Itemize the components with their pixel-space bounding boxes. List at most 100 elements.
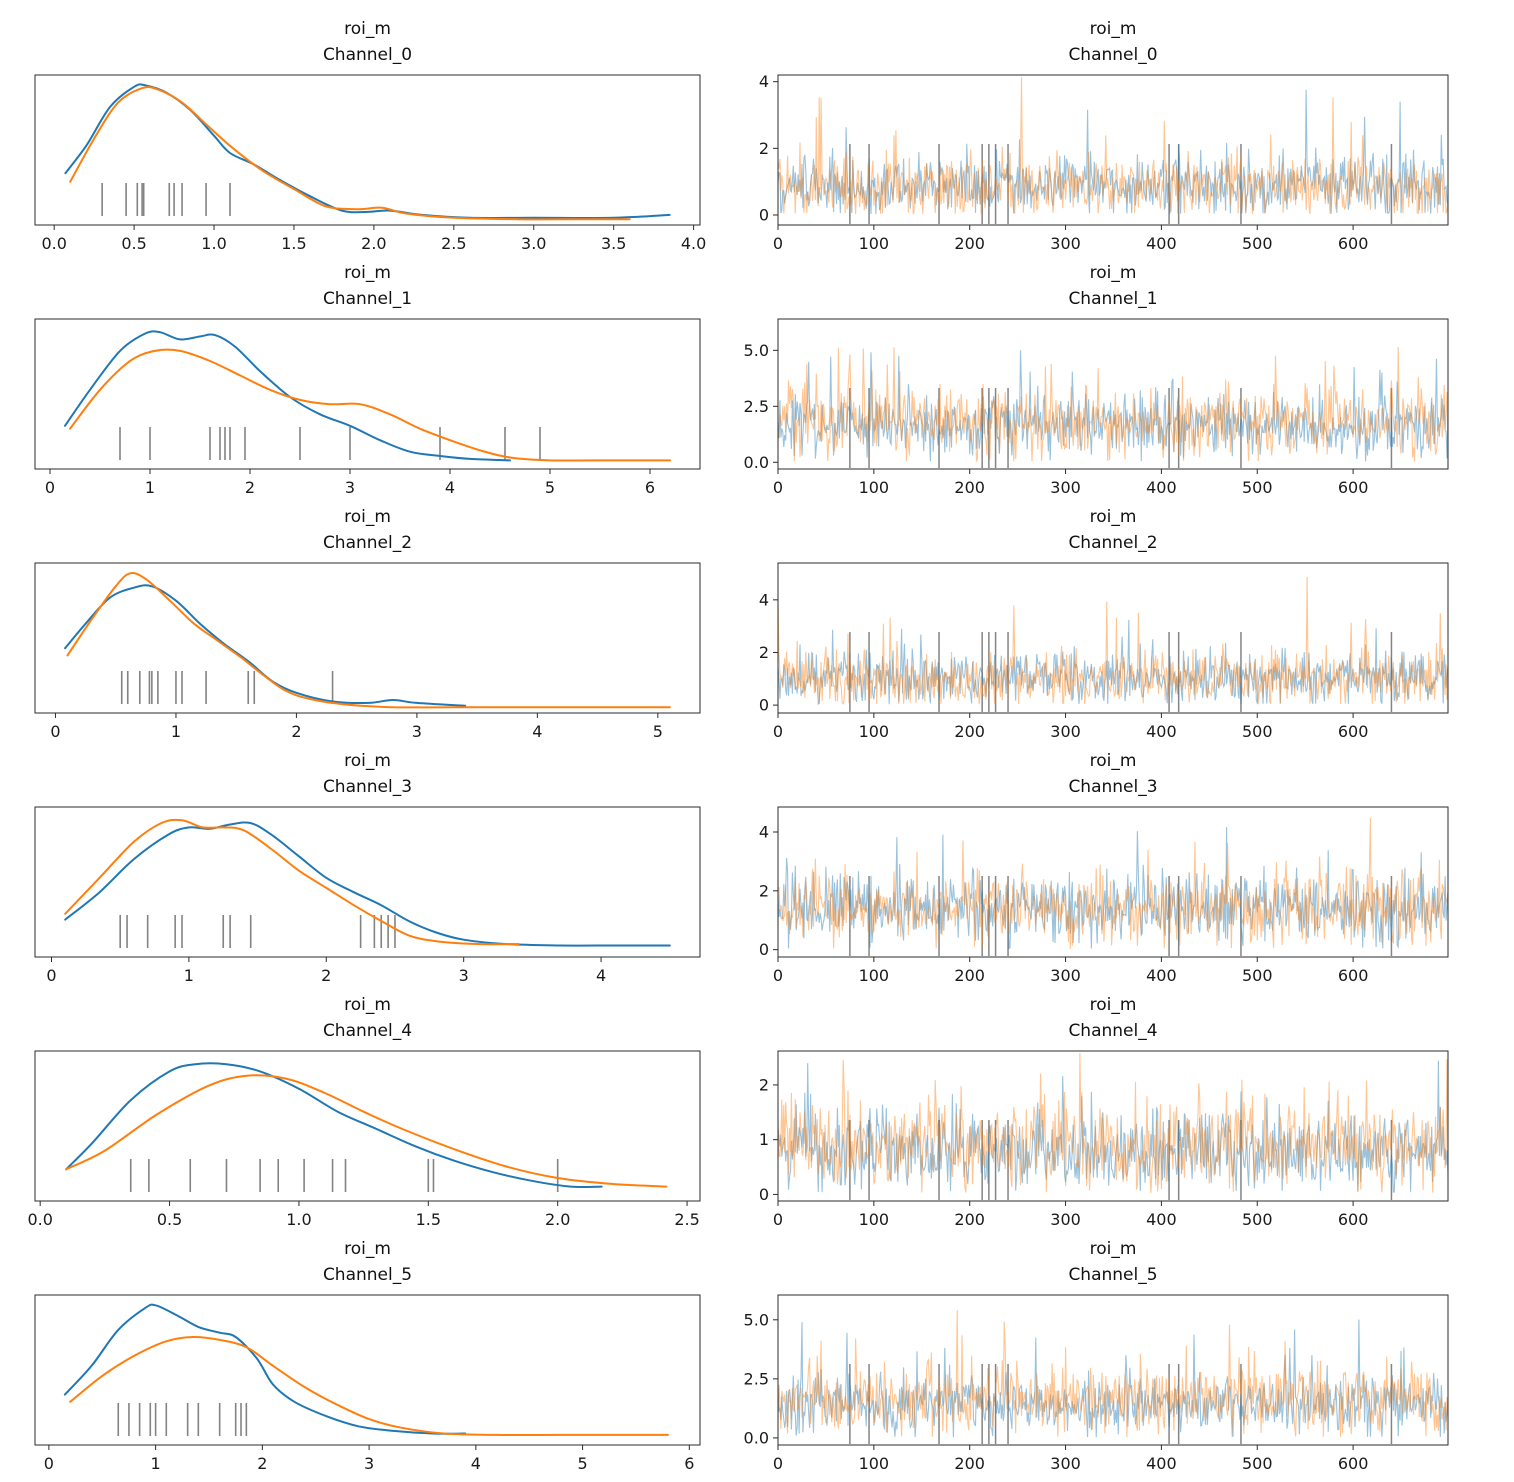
plot-title: roi_m Channel_1 [778,257,1448,314]
trace-plot-channel-5: 0 100 200 300 400 500 600 0.0 2.5 5.0 [744,1294,1449,1473]
svg-text:0.5: 0.5 [157,1210,182,1229]
svg-text:2: 2 [245,478,255,497]
plot-title-line1: roi_m [344,19,391,39]
plot-title-line2: Channel_2 [322,533,413,553]
trace-plot-channel-2: 0 100 200 300 400 500 600 0 2 4 [759,562,1449,741]
svg-text:2: 2 [291,722,301,741]
plot-title-line1: roi_m [344,507,391,527]
panel-trace-channel-1: roi_m Channel_1 0 100 200 300 400 500 600 0.0 2.… [712,257,1464,504]
svg-text:0: 0 [773,234,783,253]
kde-plot-channel-3: 0 1 2 3 4 [34,806,701,985]
svg-text:600: 600 [1338,1454,1369,1473]
plot-title-line1: roi_m [1089,19,1137,39]
svg-text:1.5: 1.5 [281,234,306,253]
svg-text:0: 0 [773,1210,783,1229]
kde-plot-channel-4: 0.0 0.5 1.0 1.5 2.0 2.5 [27,1050,701,1229]
panel-kde-channel-5: roi_m Channel_5 0 1 2 3 4 5 6 [0,1233,710,1480]
plot-title: roi_m Channel_2 [778,501,1448,558]
svg-text:500: 500 [1242,1210,1273,1229]
svg-text:0: 0 [773,966,783,985]
trace-plot-channel-3: 0 100 200 300 400 500 600 0 2 4 [759,806,1449,985]
svg-text:100: 100 [859,1454,890,1473]
svg-text:300: 300 [1050,966,1081,985]
svg-text:6: 6 [645,478,655,497]
plot-title: roi_m Channel_1 [35,257,700,314]
plot-title-line2: Channel_3 [1068,777,1158,797]
svg-text:5: 5 [545,478,555,497]
svg-text:3: 3 [345,478,355,497]
svg-text:100: 100 [859,234,890,253]
svg-text:1.5: 1.5 [416,1210,441,1229]
svg-text:1: 1 [184,966,194,985]
svg-text:4: 4 [596,966,606,985]
svg-text:5.0: 5.0 [744,341,769,360]
panel-trace-channel-4: roi_m Channel_4 0 100 200 300 400 500 600 0 1 2 [712,989,1464,1236]
plot-title-line2: Channel_5 [322,1265,413,1285]
svg-text:0.0: 0.0 [27,1210,52,1229]
svg-text:1.0: 1.0 [201,234,226,253]
plot-title-line2: Channel_3 [322,777,413,797]
plot-title-line1: roi_m [344,995,391,1015]
plot-title-line1: roi_m [1089,995,1137,1015]
plot-title: roi_m Channel_2 [35,501,700,558]
svg-text:2: 2 [759,881,769,900]
plot-title-line2: Channel_5 [1068,1265,1158,1285]
svg-text:4: 4 [759,590,769,609]
plot-title-line2: Channel_0 [322,45,413,65]
plot-title-line2: Channel_1 [322,289,413,309]
svg-text:2.5: 2.5 [744,397,769,416]
svg-text:6: 6 [684,1454,694,1473]
plot-title: roi_m Channel_3 [35,745,700,802]
svg-text:0: 0 [759,940,769,959]
panel-kde-channel-2: roi_m Channel_2 0 1 2 3 4 5 [0,501,710,748]
plot-title-line1: roi_m [1089,1239,1137,1259]
panel-trace-channel-0: roi_m Channel_0 0 100 200 300 400 500 600 0 2 4 [712,13,1464,260]
svg-text:400: 400 [1146,1210,1177,1229]
svg-text:500: 500 [1242,1454,1273,1473]
plot-title-line1: roi_m [1089,263,1137,283]
kde-plot-channel-1: 0 1 2 3 4 5 6 [34,318,701,497]
svg-text:400: 400 [1146,478,1177,497]
svg-text:1: 1 [145,478,155,497]
kde-plot-channel-0: 0.0 0.5 1.0 1.5 2.0 2.5 3.0 3.5 4.0 [34,74,706,253]
plot-title-line1: roi_m [1089,507,1137,527]
svg-text:2: 2 [759,1075,769,1094]
svg-text:4: 4 [759,823,769,842]
plot-title: roi_m Channel_5 [778,1233,1448,1290]
svg-text:200: 200 [954,1454,985,1473]
svg-text:200: 200 [954,1210,985,1229]
svg-text:3.0: 3.0 [521,234,546,253]
svg-text:0: 0 [773,478,783,497]
panel-trace-channel-2: roi_m Channel_2 0 100 200 300 400 500 600 0 2 4 [712,501,1464,748]
svg-text:300: 300 [1050,722,1081,741]
svg-text:100: 100 [859,1210,890,1229]
svg-text:300: 300 [1050,478,1081,497]
svg-text:600: 600 [1338,1210,1369,1229]
panel-kde-channel-4: roi_m Channel_4 0.0 0.5 1.0 1.5 2.0 2.5 [0,989,710,1236]
svg-text:600: 600 [1338,478,1369,497]
svg-text:0.0: 0.0 [41,234,66,253]
svg-text:5: 5 [577,1454,587,1473]
svg-text:500: 500 [1242,234,1273,253]
svg-text:300: 300 [1050,1210,1081,1229]
svg-text:200: 200 [954,478,985,497]
svg-text:500: 500 [1242,722,1273,741]
plot-title-line1: roi_m [1089,751,1137,771]
panel-trace-channel-3: roi_m Channel_3 0 100 200 300 400 500 600 0 2 4 [712,745,1464,992]
plot-title-line2: Channel_4 [1068,1021,1158,1041]
svg-text:2.0: 2.0 [545,1210,570,1229]
svg-text:400: 400 [1146,966,1177,985]
svg-text:0: 0 [45,478,55,497]
svg-text:0.0: 0.0 [744,453,769,472]
svg-text:0: 0 [50,722,60,741]
plot-title-line1: roi_m [344,751,391,771]
svg-text:400: 400 [1146,722,1177,741]
svg-text:2: 2 [759,139,769,158]
svg-text:100: 100 [859,722,890,741]
svg-text:100: 100 [859,966,890,985]
svg-text:4.0: 4.0 [681,234,706,253]
svg-text:200: 200 [954,234,985,253]
svg-text:600: 600 [1338,722,1369,741]
svg-text:600: 600 [1338,234,1369,253]
